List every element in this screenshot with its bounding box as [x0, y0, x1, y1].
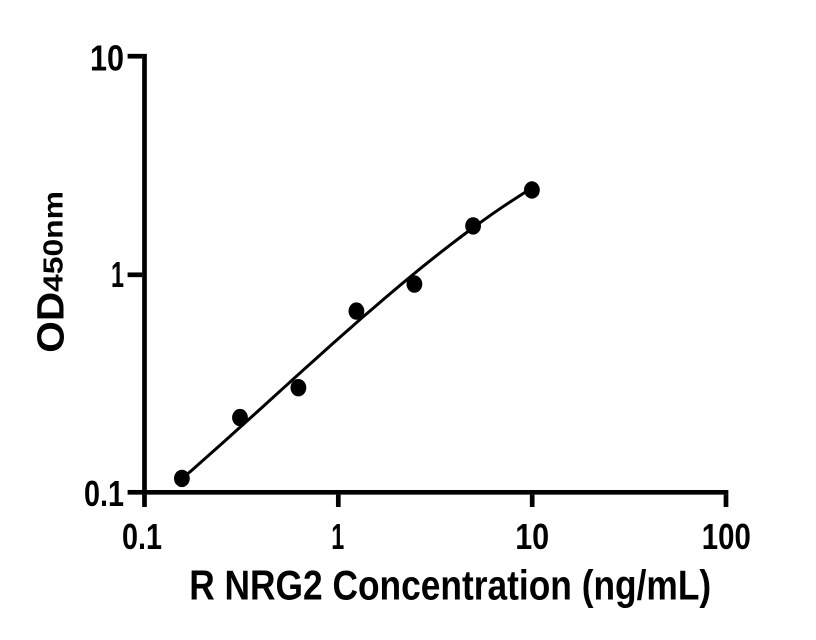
svg-text:100: 100 [702, 516, 751, 557]
svg-text:10: 10 [90, 37, 124, 78]
svg-text:0.1: 0.1 [122, 516, 162, 557]
svg-text:0.1: 0.1 [84, 473, 124, 514]
svg-text:450nm: 450nm [38, 191, 69, 292]
svg-text:10: 10 [515, 516, 549, 557]
svg-text:R NRG2 Concentration (ng/mL): R NRG2 Concentration (ng/mL) [189, 562, 711, 609]
svg-text:OD: OD [31, 292, 73, 353]
svg-text:1: 1 [111, 254, 124, 295]
svg-text:1: 1 [331, 516, 344, 557]
